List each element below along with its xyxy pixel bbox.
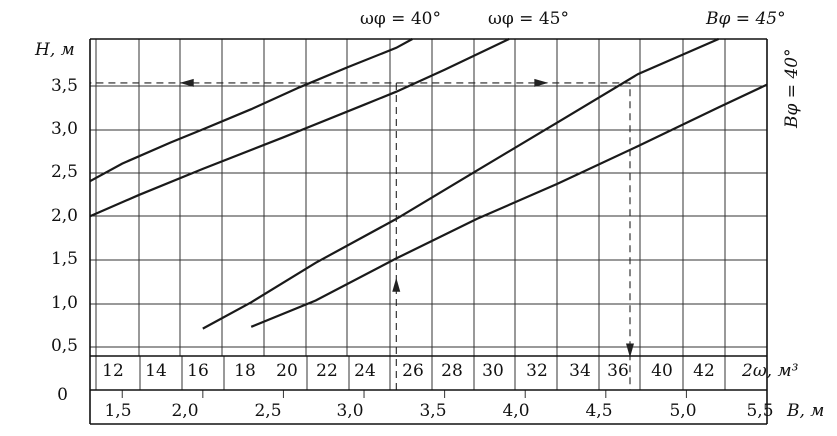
omega-tick-label: 34 [569,361,591,381]
series-line-4 [250,83,768,328]
guide-lines [90,78,634,390]
b-tick-label: 1,5 [104,401,131,421]
frame [89,38,768,425]
b-tick-label: 3,5 [419,401,446,421]
omega-axis-label: 2ω, м³ [741,361,799,381]
omega-tick-label: 30 [482,361,504,381]
series-line-2 [89,38,510,218]
omega-tick-label: 12 [102,361,124,381]
omega-tick-label: 16 [187,361,209,381]
omega-tick-label: 14 [145,361,167,381]
series-label-b-40: Bφ = 40° [782,48,802,129]
dashed-guide-line-2 [396,82,631,390]
series-line-3 [202,37,720,330]
b-tick-label: 2,0 [171,401,198,421]
b-tick-label: 3,0 [336,401,363,421]
omega-tick-label: 18 [234,361,256,381]
series-label-b-45: Bφ = 45° [705,9,786,29]
y-tick-label: 0 [57,385,68,405]
omega-tick-label: 20 [276,361,298,381]
arrow-up-icon [392,277,401,292]
y-tick-label: 1,5 [51,249,78,269]
omega-tick-labels: 12 14 16 18 20 22 24 26 28 30 32 34 36 4… [102,361,715,381]
dashed-guide-line-1 [90,82,397,390]
y-tick-label: 2,0 [51,206,78,226]
curves [89,37,768,330]
y-tick-label: 2,5 [51,162,78,182]
y-tick-label: 3,0 [51,119,78,139]
omega-tick-label: 22 [316,361,338,381]
series-label-omega-45: ωφ = 45° [488,9,569,29]
omega-tick-label: 42 [693,361,715,381]
arrow-left-icon [179,78,194,87]
b-tick-label: 4,5 [585,401,612,421]
y-tick-label: 0,5 [51,336,78,356]
omega-tick-label: 40 [651,361,673,381]
b-tick-label: 4,0 [502,401,529,421]
omega-tick-label: 28 [441,361,463,381]
arrow-right-icon [534,78,549,87]
series-line-1 [89,38,413,183]
omega-tick-label: 32 [526,361,548,381]
y-tick-label: 3,5 [51,76,78,96]
omega-tick-label: 24 [354,361,376,381]
b-tick-label: 2,5 [254,401,281,421]
b-tick-label: 5,0 [669,401,696,421]
y-tick-labels: 0 0,5 1,0 1,5 2,0 2,5 3,0 3,5 [51,76,78,405]
y-axis-label: H, м [34,40,75,60]
b-tick-labels: 1,5 2,0 2,5 3,0 3,5 4,0 4,5 5,0 5,5 [104,401,773,421]
b-tick-label: 5,5 [746,401,773,421]
omega-tick-label: 36 [607,361,629,381]
grid [90,39,768,398]
series-label-omega-40: ωφ = 40° [360,9,441,29]
omega-tick-label: 26 [402,361,424,381]
y-tick-label: 1,0 [51,293,78,313]
b-axis-label: B, м [786,401,824,421]
arrow-down-icon [625,343,634,358]
